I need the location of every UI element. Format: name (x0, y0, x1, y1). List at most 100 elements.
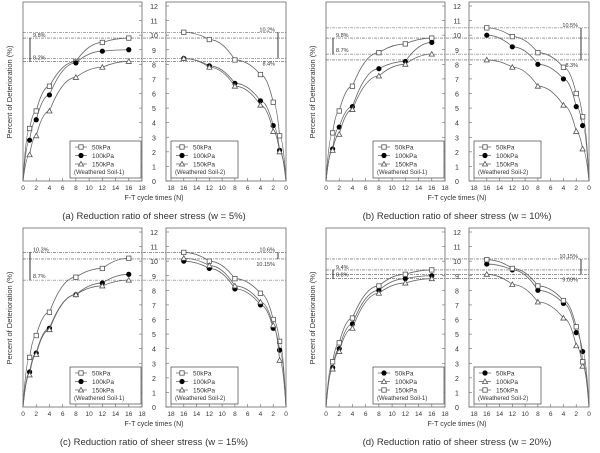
data-point (232, 276, 238, 282)
y-tick-label: 4 (455, 347, 459, 354)
data-point (402, 271, 408, 277)
data-point (573, 104, 579, 110)
y-tick-label: 1 (152, 390, 156, 397)
panel-b: 0 1 2 3 4 5 6 7 8 9 10 11 12 0 2 4 6 8 10 12 14 16 18 18 16 14 12 1… (303, 0, 600, 226)
data-point (484, 25, 490, 31)
data-point (375, 72, 383, 79)
data-point (73, 274, 79, 280)
annotation-label: 8.7% (336, 48, 349, 54)
data-point (336, 340, 342, 346)
x-tick-label: 4 (562, 411, 566, 418)
data-point (560, 64, 567, 70)
plot-frame-soil-2 (468, 1, 590, 182)
data-point (72, 291, 80, 298)
data-point (27, 354, 33, 361)
y-tick-label: 5 (152, 106, 156, 113)
data-point (99, 39, 105, 46)
data-point (349, 324, 356, 331)
data-point (349, 315, 356, 321)
y-tick-label: 6 (152, 318, 156, 325)
x-tick-label: 8 (377, 411, 381, 418)
annotation-label: 8.8% (336, 273, 349, 279)
series-1-50kPa (22, 255, 132, 408)
data-point (33, 117, 39, 123)
legend-label: 150kPa (496, 388, 518, 395)
data-point (429, 39, 435, 46)
plot-frame-soil-1 (325, 227, 446, 408)
data-point (99, 63, 106, 70)
x-tick-label: 16 (483, 185, 491, 192)
y-tick-label: 9 (455, 274, 459, 281)
legend-marker (77, 160, 85, 167)
series-1-150kPa (325, 50, 436, 182)
plot-frame-soil-2 (165, 1, 287, 182)
legend-marker (178, 160, 186, 167)
x-tick-label: 4 (259, 185, 263, 192)
data-point (483, 270, 491, 277)
legend-marker (78, 378, 84, 385)
annotation-label: 10.15% (559, 254, 578, 260)
y-tick-label: 9 (152, 274, 156, 281)
x-tick-label: 16 (125, 185, 133, 192)
x-tick-label: 6 (549, 185, 553, 192)
data-point (270, 99, 276, 105)
data-point (270, 316, 276, 323)
data-point (126, 271, 132, 277)
data-point (277, 347, 283, 353)
x-tick-label: 16 (180, 411, 188, 418)
legend-marker (482, 387, 488, 393)
panel-caption: (a) Reduction ratio of sheer stress (w =… (62, 211, 245, 222)
annotation-label: 10.15% (256, 262, 275, 268)
data-point (535, 50, 541, 56)
data-point (560, 297, 567, 304)
legend-label: 50kPa (395, 371, 414, 378)
legend-note: (Weathered Soil-2) (478, 396, 528, 402)
x-tick-label: 2 (271, 185, 275, 192)
data-point (277, 133, 283, 139)
legend-marker (482, 152, 488, 159)
data-point (232, 57, 238, 63)
x-tick-label: 14 (415, 185, 423, 192)
x-tick-label: 14 (496, 411, 504, 418)
x-tick-label: 14 (193, 185, 201, 192)
legend-marker (78, 370, 84, 376)
data-point (32, 351, 40, 357)
data-point (402, 276, 408, 282)
data-point (484, 261, 490, 267)
plot-frame-soil-1 (22, 1, 143, 182)
x-tick-label: 14 (112, 185, 120, 192)
x-tick-label: 12 (402, 185, 410, 192)
annotation-label: 9.4% (336, 265, 349, 271)
series-1-150kPa (22, 58, 133, 182)
data-point (484, 32, 490, 38)
y-tick-label: 7 (152, 77, 156, 84)
panel-a: 0 1 2 3 4 5 6 7 8 9 10 11 12 0 2 4 6 8 10 12 14 16 18 18 16 14 12 1… (0, 0, 300, 226)
y-tick-label: 12 (150, 4, 158, 11)
data-point (484, 257, 490, 263)
data-point (534, 298, 542, 305)
data-point (257, 298, 264, 305)
series-2-50kPa (181, 29, 287, 182)
legend-label: 50kPa (92, 145, 111, 152)
y-axis-label: Percent of Deterioration (%) (308, 45, 317, 138)
plot-frame-soil-2 (468, 227, 590, 408)
legend-label: 50kPa (92, 371, 111, 378)
x-tick-label: 8 (377, 185, 381, 192)
data-point (269, 128, 277, 134)
annotation-label: 8.2% (33, 55, 46, 61)
legend-label: 100kPa (496, 153, 518, 160)
data-point (99, 282, 106, 289)
x-tick-label: 6 (246, 411, 250, 418)
legend-label: 100kPa (193, 153, 215, 160)
y-tick-label: 7 (152, 303, 156, 310)
x-axis-label: F-T cycle times (N) (428, 421, 487, 428)
data-point (126, 35, 132, 41)
legend-note: (Weathered Soil-1) (74, 170, 124, 176)
data-point (376, 50, 382, 56)
series-2-150kPa (483, 56, 590, 182)
legend-marker (481, 160, 489, 167)
legend-label: 100kPa (92, 153, 114, 160)
x-tick-label: 8 (536, 411, 540, 418)
